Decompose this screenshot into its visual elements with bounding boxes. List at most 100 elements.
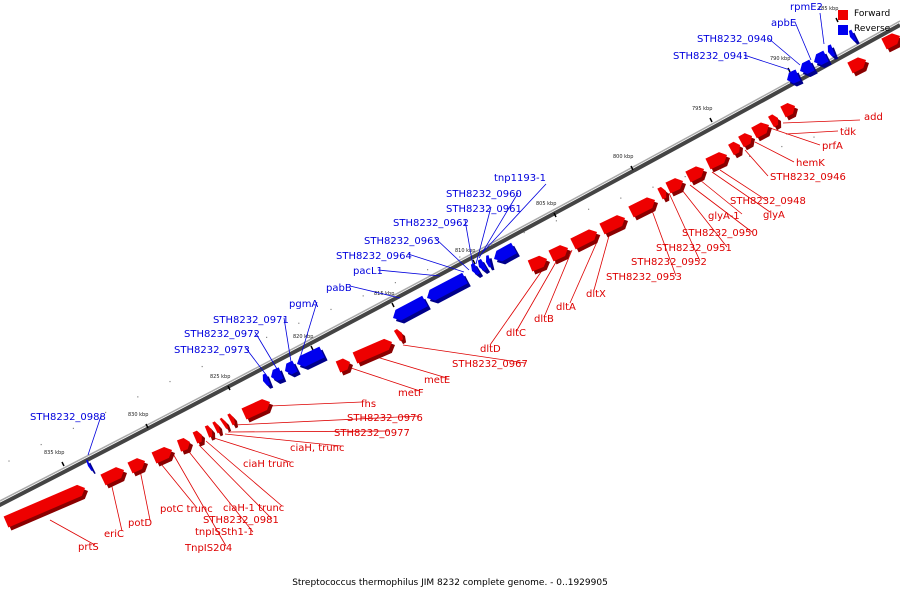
scale-tick-label: 810 kbp <box>455 248 475 254</box>
forward-gene-label-dlta: dltA <box>556 302 576 313</box>
forward-gene-30-body <box>881 33 900 50</box>
forward-gene-6-arrow <box>192 430 205 447</box>
forward-gene-leader-mete <box>369 354 448 379</box>
forward-gene-6-body <box>192 430 202 444</box>
forward-gene-label-glya-1: glyA-1 <box>708 211 740 222</box>
forward-gene-13-arrow <box>352 338 395 367</box>
legend-forward-label: Forward <box>854 9 891 19</box>
forward-gene-15-arrow <box>527 255 550 275</box>
reverse-gene-16-arrow <box>848 29 860 45</box>
reverse-gene-leader-sth8232-0941 <box>743 54 791 71</box>
forward-gene-22-arrow <box>685 166 707 186</box>
forward-gene-28-arrow <box>780 103 798 121</box>
forward-gene-leader-potc-trunc <box>156 458 198 509</box>
reverse-gene-12-body <box>787 69 801 84</box>
forward-gene-17-body <box>570 229 597 250</box>
reverse-gene-leader-sth8232-0961 <box>475 206 492 265</box>
forward-gene-label-sth8232-0951: STH8232_0951 <box>656 243 732 254</box>
forward-gene-10-arrow <box>227 413 239 429</box>
reverse-gene-7-arrow <box>427 272 471 304</box>
reverse-gene-5-body <box>297 346 325 367</box>
forward-gene-11-body <box>241 399 270 420</box>
forward-gene-26-arrow <box>751 122 772 142</box>
forward-gene-28-body <box>780 103 795 118</box>
forward-gene-23-arrow <box>705 152 730 173</box>
reverse-gene-label-tnp1193-1: tnp1193-1 <box>494 173 546 184</box>
figure-caption: Streptococcus thermophilus JIM 8232 comp… <box>292 578 608 588</box>
forward-gene-12-arrow <box>335 358 353 376</box>
forward-gene-12-body <box>335 358 350 373</box>
forward-gene-leader-ciah-trunc <box>213 437 291 463</box>
reverse-gene-label-sth8232-0971: STH8232_0971 <box>213 315 289 326</box>
reverse-gene-2-body <box>262 373 271 386</box>
reverse-gene-10-arrow <box>486 255 495 271</box>
forward-gene-arrows <box>3 33 900 531</box>
forward-gene-17-arrow <box>570 229 600 253</box>
forward-gene-label-sth8232-0953: STH8232_0953 <box>606 272 682 283</box>
forward-gene-label-fhs: fhs <box>361 399 376 410</box>
forward-gene-5-body <box>176 437 190 452</box>
reverse-gene-3-arrow <box>271 367 287 384</box>
reverse-gene-4-body <box>285 360 298 375</box>
scale-dot <box>330 308 332 311</box>
forward-gene-leader-hemk <box>754 141 795 163</box>
reverse-gene-label-apbe: apbE <box>771 18 796 29</box>
forward-gene-leader-tnpis204 <box>171 451 227 547</box>
forward-gene-label-sth8232-0976: STH8232_0976 <box>347 413 423 424</box>
forward-gene-label-tnpis204: TnpIS204 <box>184 543 232 554</box>
reverse-gene-9-arrow <box>477 258 491 274</box>
forward-gene-label-potd: potD <box>128 518 152 529</box>
forward-gene-label-ciah-1-trunc: ciaH-1 trunc <box>223 503 284 514</box>
forward-gene-label-prfa: prfA <box>822 141 843 152</box>
forward-gene-leader-sth8232-0977 <box>227 430 390 433</box>
scale-tick-mark <box>145 423 149 429</box>
scale-dot <box>362 295 364 297</box>
forward-gene-leader-sth8232-0952 <box>668 192 701 262</box>
scale-tick-label: 830 kbp <box>128 412 148 418</box>
forward-gene-13-body <box>352 338 392 364</box>
forward-gene-label-sth8232-0967: STH8232_0967 <box>452 359 528 370</box>
forward-gene-7-arrow <box>204 425 216 441</box>
scale-dot <box>813 136 815 138</box>
forward-gene-label-eric: eriC <box>104 529 124 540</box>
forward-gene-leader-eric <box>109 477 123 532</box>
scale-tick-label: 835 kbp <box>44 450 64 456</box>
reverse-gene-leader-sth8232-0972 <box>254 331 281 375</box>
forward-gene-20-body <box>657 186 667 200</box>
reverse-gene-3-body <box>271 367 284 381</box>
forward-gene-label-sth8232-0948: STH8232_0948 <box>730 196 806 207</box>
forward-gene-29-arrow <box>847 57 869 77</box>
reverse-gene-16-body <box>848 29 857 42</box>
reverse-gene-9-body <box>477 258 488 271</box>
scale-tick-mark <box>835 17 839 23</box>
scale-dot <box>523 231 525 234</box>
reverse-gene-13-body <box>800 59 815 74</box>
forward-gene-label-dltd: dltD <box>480 344 501 355</box>
reverse-gene-label-sth8232-0963: STH8232_0963 <box>364 236 440 247</box>
forward-gene-label-ciah-trunc: ciaH trunc <box>243 459 294 470</box>
scale-tick-mark <box>391 302 395 308</box>
forward-gene-label-prts: prtS <box>78 542 99 553</box>
reverse-gene-6-arrow <box>393 295 431 324</box>
label-leader-lines <box>49 12 861 547</box>
forward-gene-label-sth8232-0952: STH8232_0952 <box>631 257 707 268</box>
forward-gene-label-dltb: dltB <box>534 314 554 325</box>
forward-gene-label-sth8232-0977: STH8232_0977 <box>334 428 410 439</box>
reverse-swatch <box>838 25 848 35</box>
scale-dot <box>169 380 171 383</box>
reverse-gene-label-pgma: pgmA <box>289 299 318 310</box>
forward-gene-leader-sth8232-0948 <box>719 169 767 201</box>
forward-gene-leader-tdk <box>785 130 839 135</box>
forward-gene-19-arrow <box>628 197 658 221</box>
forward-gene-8-arrow <box>212 421 224 437</box>
forward-gene-label-hemk: hemK <box>796 158 825 169</box>
reverse-gene-2-arrow <box>262 373 274 389</box>
forward-gene-leader-dltd <box>489 261 549 346</box>
forward-gene-29-body <box>847 57 866 74</box>
reverse-gene-label-sth8232-0972: STH8232_0972 <box>184 329 260 340</box>
forward-gene-24-arrow <box>728 141 743 159</box>
scale-dot <box>555 220 557 222</box>
forward-gene-27-body <box>768 114 779 128</box>
